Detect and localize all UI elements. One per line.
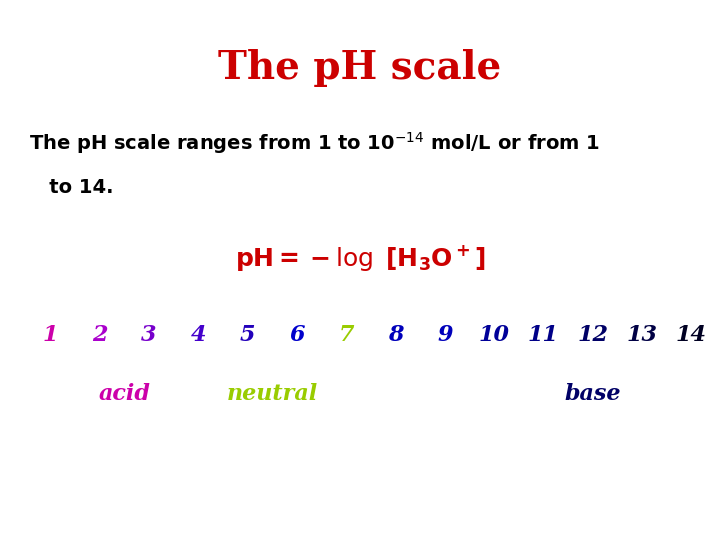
- Text: 13: 13: [626, 324, 657, 346]
- Text: $\mathbf{pH = - \log\ [H_3O^+]}$: $\mathbf{pH = - \log\ [H_3O^+]}$: [235, 243, 485, 273]
- Text: 12: 12: [577, 324, 608, 346]
- Text: 11: 11: [528, 324, 559, 346]
- Text: 10: 10: [479, 324, 510, 346]
- Text: 6: 6: [289, 324, 305, 346]
- Text: base: base: [564, 383, 621, 406]
- Text: 3: 3: [141, 324, 157, 346]
- Text: 8: 8: [387, 324, 403, 346]
- Text: 4: 4: [191, 324, 206, 346]
- Text: The pH scale: The pH scale: [218, 49, 502, 86]
- Text: acid: acid: [99, 383, 150, 406]
- Text: The pH scale ranges from 1 to 10$^{-14}$ mol/L or from 1: The pH scale ranges from 1 to 10$^{-14}$…: [29, 130, 600, 156]
- Text: 5: 5: [240, 324, 256, 346]
- Text: to 14.: to 14.: [29, 178, 113, 197]
- Text: 2: 2: [92, 324, 107, 346]
- Text: neutral: neutral: [227, 383, 318, 406]
- Text: 14: 14: [675, 324, 707, 346]
- Text: 7: 7: [338, 324, 354, 346]
- Text: 1: 1: [42, 324, 58, 346]
- Text: 9: 9: [437, 324, 452, 346]
